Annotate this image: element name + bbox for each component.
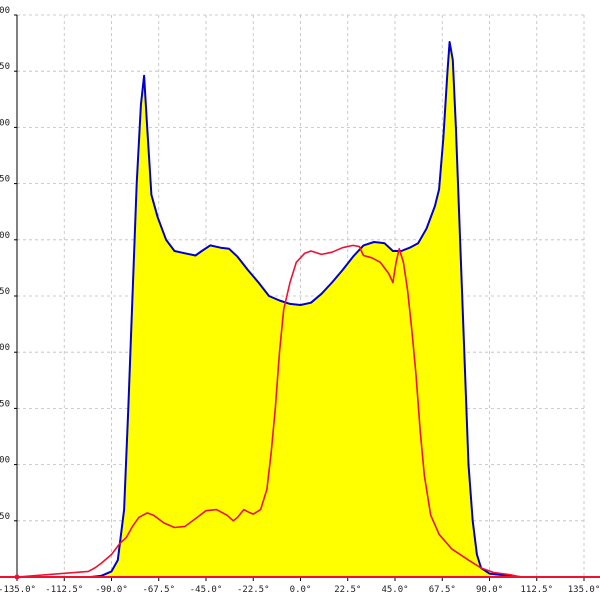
area-fill [90,42,521,577]
x-tick-label: -22.5° [237,585,270,595]
series-line-red [16,244,584,578]
x-tick-label: -112.5° [45,585,83,595]
x-tick-label: -135.0° [0,585,36,595]
series-layer [16,41,584,578]
x-tick-label: 90.0° [476,585,503,595]
x-tick-label: 45.0° [381,585,408,595]
y-tick-label: 350 [0,175,10,185]
y-tick-label: 50 [0,512,10,522]
x-tick-label: -45.0° [190,585,223,595]
x-tick-label: -90.0° [95,585,128,595]
tick-labels: -135.0° -112.5° -90.0° -67.5° -45.0° -22.5° 0.… [0,6,600,595]
y-tick-label: 400 [0,118,10,128]
axes [0,14,600,581]
y-tick-label: 250 [0,287,10,297]
y-tick-label: 150 [0,399,10,409]
origin-marker [14,574,20,580]
y-tick-label: 500 [0,6,10,16]
x-tick-label: 112.5° [520,585,553,595]
x-tick-label: 67.5° [429,585,456,595]
y-tick-label: 300 [0,231,10,241]
x-tick-label: 135.0° [568,585,600,595]
y-tick-label: 100 [0,456,10,466]
y-tick-label: 450 [0,62,10,72]
x-tick-label: 22.5° [334,585,361,595]
series-line-blue [90,41,522,578]
x-tick-label: 0.0° [290,585,312,595]
y-tick-label: 200 [0,343,10,353]
x-tick-label: -67.5° [142,585,175,595]
